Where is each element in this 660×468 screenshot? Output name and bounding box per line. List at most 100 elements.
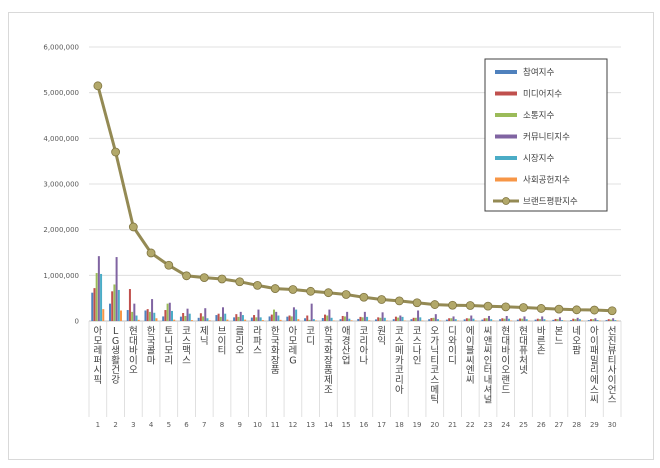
line-point — [146, 248, 156, 258]
bar — [255, 317, 258, 321]
rank-label: 20 — [430, 421, 439, 429]
bar — [343, 316, 346, 321]
bar — [432, 317, 435, 321]
bar — [135, 315, 138, 321]
bar — [503, 318, 506, 321]
line-point — [394, 296, 404, 306]
bar — [257, 309, 260, 321]
rank-label: 5 — [167, 421, 171, 429]
bar — [330, 317, 333, 321]
bar — [357, 318, 360, 321]
bar — [592, 319, 595, 321]
bar — [250, 317, 253, 321]
rank-label: 28 — [572, 421, 581, 429]
bar — [397, 317, 400, 321]
line-point — [182, 271, 191, 281]
line-point — [128, 222, 138, 232]
bar — [609, 319, 612, 321]
bar — [97, 256, 100, 321]
bar — [463, 319, 466, 321]
chart-frame: 0 1,000,000 2,000,000 3,000,000 4,000,000 5,0… — [8, 12, 654, 460]
bar — [173, 319, 176, 321]
bar — [468, 318, 471, 321]
bar — [434, 314, 437, 321]
bar — [288, 315, 291, 321]
bar — [572, 318, 575, 321]
line-point — [93, 81, 103, 91]
bar — [576, 317, 579, 321]
bar — [292, 307, 295, 321]
bar — [578, 319, 581, 321]
bar — [450, 318, 453, 321]
bar — [166, 303, 169, 321]
rank-label: 26 — [537, 421, 546, 429]
line-point — [111, 147, 120, 157]
legend-swatch — [495, 113, 517, 117]
line-point — [554, 304, 564, 314]
bar — [541, 316, 544, 321]
bar — [244, 319, 247, 321]
y-tick-label: 3,000,000 — [43, 181, 79, 189]
bar — [472, 318, 475, 321]
bar — [399, 315, 402, 321]
bar — [179, 316, 182, 321]
line-point — [217, 274, 227, 284]
bar — [539, 319, 541, 321]
bar — [279, 319, 282, 321]
bar — [379, 317, 382, 321]
line-point — [235, 277, 245, 287]
line-series — [93, 81, 617, 316]
bar — [448, 318, 451, 321]
rank-label: 30 — [608, 421, 617, 429]
bar — [95, 273, 98, 321]
bar — [419, 317, 422, 321]
rank-label: 21 — [448, 421, 457, 429]
bar — [401, 316, 404, 321]
line-point — [341, 290, 351, 299]
bar — [501, 318, 504, 321]
line-point — [270, 284, 280, 293]
line-point — [536, 304, 546, 313]
line-point — [412, 298, 422, 308]
legend-marker — [502, 197, 510, 205]
line-point — [448, 300, 457, 310]
bar — [328, 309, 331, 321]
bar — [488, 315, 490, 321]
bar — [470, 315, 473, 321]
bar — [148, 311, 151, 321]
y-axis: 0 1,000,000 2,000,000 3,000,000 4,000,000 5,0… — [43, 44, 79, 326]
rank-label: 14 — [324, 421, 333, 429]
bar — [224, 313, 227, 321]
bar — [558, 317, 561, 321]
rank-label: 8 — [220, 421, 224, 429]
bar — [483, 318, 486, 321]
line-point — [164, 260, 174, 270]
bar — [561, 320, 564, 321]
bar — [598, 320, 601, 322]
rank-label: 22 — [466, 421, 475, 429]
bar — [102, 309, 105, 321]
bar — [481, 319, 484, 321]
legend-label: 참여지수 — [523, 67, 554, 78]
bar — [363, 311, 366, 321]
bar — [182, 313, 185, 321]
bar — [587, 320, 590, 321]
bar — [273, 309, 275, 321]
legend-swatch — [495, 134, 517, 139]
rank-label: 7 — [202, 421, 206, 429]
legend-swatch — [495, 177, 517, 182]
